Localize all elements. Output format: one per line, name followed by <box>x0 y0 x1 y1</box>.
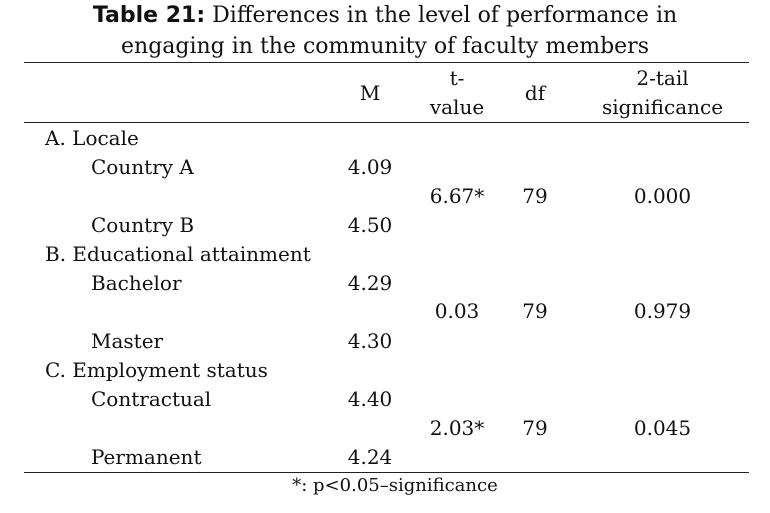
header-rule <box>24 122 749 123</box>
group-significance: 0.979 <box>633 299 692 323</box>
caption-line-2: engaging in the community of faculty mem… <box>121 34 649 59</box>
caption-title-part-1: Differences in the level of performance … <box>212 3 678 28</box>
group-significance: 0.045 <box>633 416 692 440</box>
row-label: Bachelor <box>91 271 182 295</box>
group-title: A. Locale <box>45 126 139 150</box>
group-title: B. Educational attainment <box>45 242 311 266</box>
group-df: 79 <box>522 299 548 323</box>
header-df: df <box>524 81 546 105</box>
header-t-line-2: value <box>429 95 485 119</box>
row-mean: 4.29 <box>347 271 393 295</box>
caption-line-1: Table 21: Differences in the level of pe… <box>0 0 770 31</box>
row-label: Permanent <box>91 445 202 469</box>
row-mean: 4.24 <box>347 445 393 469</box>
caption-label: Table 21: <box>92 3 206 28</box>
group-t-value: 2.03* <box>429 416 485 440</box>
top-rule <box>24 62 749 63</box>
group-df: 79 <box>522 416 548 440</box>
group-significance: 0.000 <box>633 184 692 208</box>
row-mean: 4.50 <box>347 213 393 237</box>
row-mean: 4.30 <box>347 329 393 353</box>
group-title: C. Employment status <box>45 358 268 382</box>
row-label: Country B <box>91 213 195 237</box>
header-sig-line-2: significance <box>601 95 724 119</box>
row-mean: 4.09 <box>347 155 393 179</box>
group-df: 79 <box>522 184 548 208</box>
group-t-value: 6.67* <box>429 184 485 208</box>
row-label: Master <box>91 329 164 353</box>
row-mean: 4.40 <box>347 387 393 411</box>
header-sig-line-1: 2-tail <box>636 66 689 90</box>
header-mean: M <box>359 81 381 105</box>
header-t-line-1: t- <box>449 66 465 90</box>
row-label: Country A <box>91 155 194 179</box>
group-t-value: 0.03 <box>434 299 480 323</box>
row-label: Contractual <box>91 387 212 411</box>
footnote: *: p<0.05–significance <box>292 475 498 496</box>
bottom-rule <box>24 472 749 473</box>
